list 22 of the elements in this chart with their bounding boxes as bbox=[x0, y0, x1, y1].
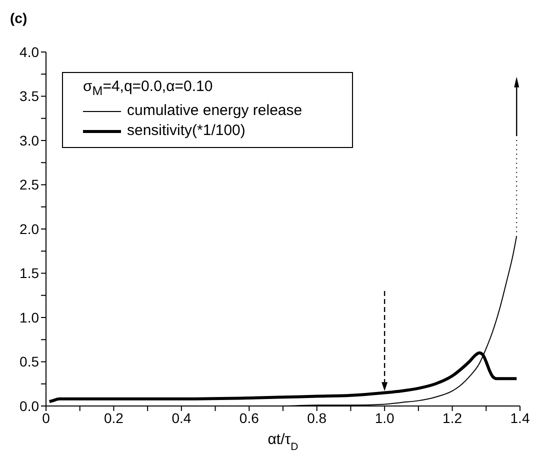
x-tick-label: 0.8 bbox=[307, 410, 327, 426]
chart-title: (c) bbox=[10, 10, 28, 26]
y-tick-label: 0.5 bbox=[20, 354, 40, 370]
legend-label: cumulative energy release bbox=[127, 101, 302, 121]
x-tick-label: 0 bbox=[42, 410, 50, 426]
x-tick-label: 1.4 bbox=[510, 410, 530, 426]
x-tick-label: 0.6 bbox=[239, 410, 260, 426]
y-tick-label: 2.5 bbox=[20, 176, 40, 193]
y-tick-label: 3.0 bbox=[20, 132, 40, 148]
y-tick-label: 4.0 bbox=[20, 44, 40, 60]
legend-label: sensitivity(*1/100) bbox=[127, 121, 246, 141]
x-axis-title: αt/τ$_{D}$ bbox=[268, 431, 299, 453]
y-tick-label: 3.5 bbox=[20, 88, 40, 104]
y-tick-label: 2.0 bbox=[20, 220, 40, 237]
y-tick-label: 0.0 bbox=[20, 398, 40, 414]
x-tick-label: 1.2 bbox=[442, 410, 462, 426]
y-tick-label: 1.5 bbox=[20, 265, 40, 282]
legend-title: σ$_{M}$=4,q=0.0,α=0.10 bbox=[83, 77, 214, 100]
x-tick-label: 0.2 bbox=[104, 410, 124, 426]
x-tick-label: 1.0 bbox=[374, 410, 395, 426]
y-tick-label: 1.0 bbox=[20, 309, 40, 326]
x-tick-label: 0.4 bbox=[172, 410, 192, 426]
